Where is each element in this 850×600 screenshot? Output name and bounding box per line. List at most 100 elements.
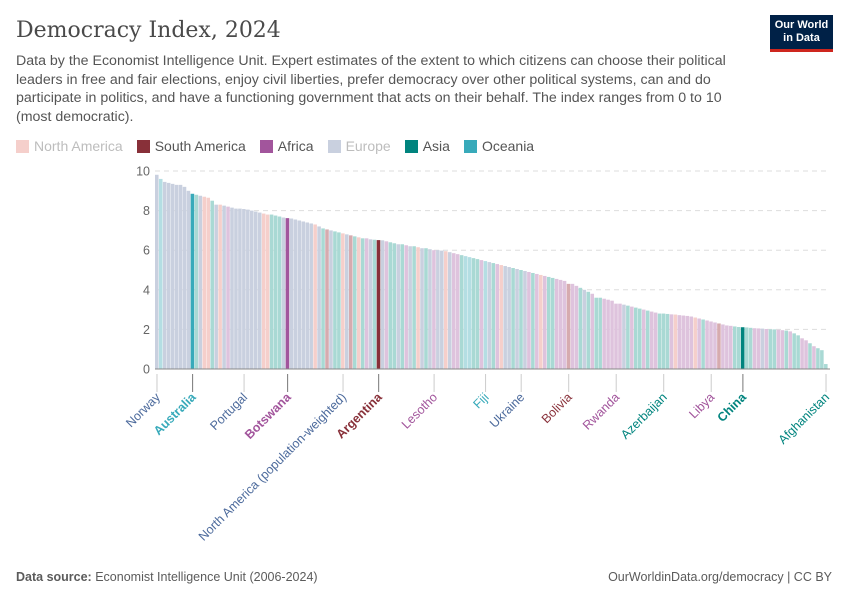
bar [162,181,167,369]
bar [780,330,785,369]
y-tick-label: 8 [143,204,150,218]
legend-item-africa[interactable]: Africa [259,138,314,154]
bar [531,272,535,369]
bar [348,235,353,369]
bar [234,208,238,369]
bar [590,293,595,369]
bar [186,190,191,369]
bar [622,304,626,369]
owid-logo[interactable]: Our World in Data [770,15,833,52]
bar [277,216,282,369]
bar [594,297,598,369]
bar [360,238,365,369]
bar [673,314,678,369]
bar [281,217,286,369]
bar [356,237,361,369]
bar [721,324,725,369]
legend-item-asia[interactable]: Asia [404,138,450,154]
bar [709,321,713,369]
bar [428,249,432,369]
bar [503,266,507,369]
bar [214,204,218,369]
bar [717,323,721,369]
bar [515,269,519,369]
bar [649,311,654,369]
bar [313,224,317,369]
bar [804,340,808,369]
x-label-rwanda: Rwanda [580,390,622,432]
bar [748,327,753,369]
bar [257,212,262,369]
bar [582,289,587,369]
bar [697,318,701,369]
bar [618,303,622,369]
bar [511,268,515,369]
x-label-lesotho: Lesotho [399,390,440,431]
bar [155,174,159,369]
x-label-libya: Libya [686,390,717,421]
bar [166,182,171,369]
footer-link[interactable]: OurWorldinData.org/democracy | CC BY [608,570,832,584]
legend-swatch [136,139,150,153]
bar [202,196,207,369]
legend-swatch [404,139,418,153]
bar [376,240,381,369]
legend-swatch [463,139,477,153]
bar [535,273,539,369]
bar [669,314,674,369]
bar [253,211,258,369]
y-tick-label: 0 [143,363,150,377]
bar [550,277,555,369]
bar [345,234,349,369]
bar [194,194,199,369]
bar [293,219,298,369]
bar [206,197,211,369]
bar [170,183,175,369]
bar [467,257,472,369]
bar [364,238,369,369]
bar [665,313,670,369]
bar [317,226,321,369]
bar [752,328,757,369]
x-label-fiji: Fiji [470,390,491,411]
data-source: Data source: Economist Intelligence Unit… [16,570,318,584]
bar [606,299,610,369]
bar [808,343,812,369]
y-tick-label: 2 [143,323,150,337]
bar [246,209,250,369]
x-label-afghanistan: Afghanistan [776,390,833,447]
x-label-bolivia: Bolivia [539,390,575,426]
legend-item-north-america[interactable]: North America [16,138,123,154]
bar [416,247,420,369]
legend-swatch [259,139,273,153]
bar [432,250,436,369]
bar [436,250,440,369]
bar [352,236,357,369]
legend-label: South America [154,138,246,154]
source-text[interactable]: Economist Intelligence Unit (2006-2024) [95,570,318,584]
bar [744,327,749,369]
legend-item-oceania[interactable]: Oceania [463,138,534,154]
bar [396,244,401,369]
legend-item-europe[interactable]: Europe [327,138,391,154]
x-label-azerbaijan: Azerbaijan [618,390,670,442]
bar [602,298,606,369]
bar [384,241,389,369]
legend-label: Asia [422,138,450,154]
bar [800,338,804,369]
bar [653,312,658,369]
bar [309,223,313,369]
bar [424,248,428,369]
legend-label: Africa [277,138,314,154]
bar [333,231,337,369]
bar [218,204,222,369]
legend-swatch [16,139,29,153]
bar [471,258,476,369]
bar [372,239,377,369]
bar [210,200,214,369]
legend-item-south-america[interactable]: South America [136,138,246,154]
bar [388,242,393,369]
bar [495,264,500,369]
bar [641,309,646,369]
